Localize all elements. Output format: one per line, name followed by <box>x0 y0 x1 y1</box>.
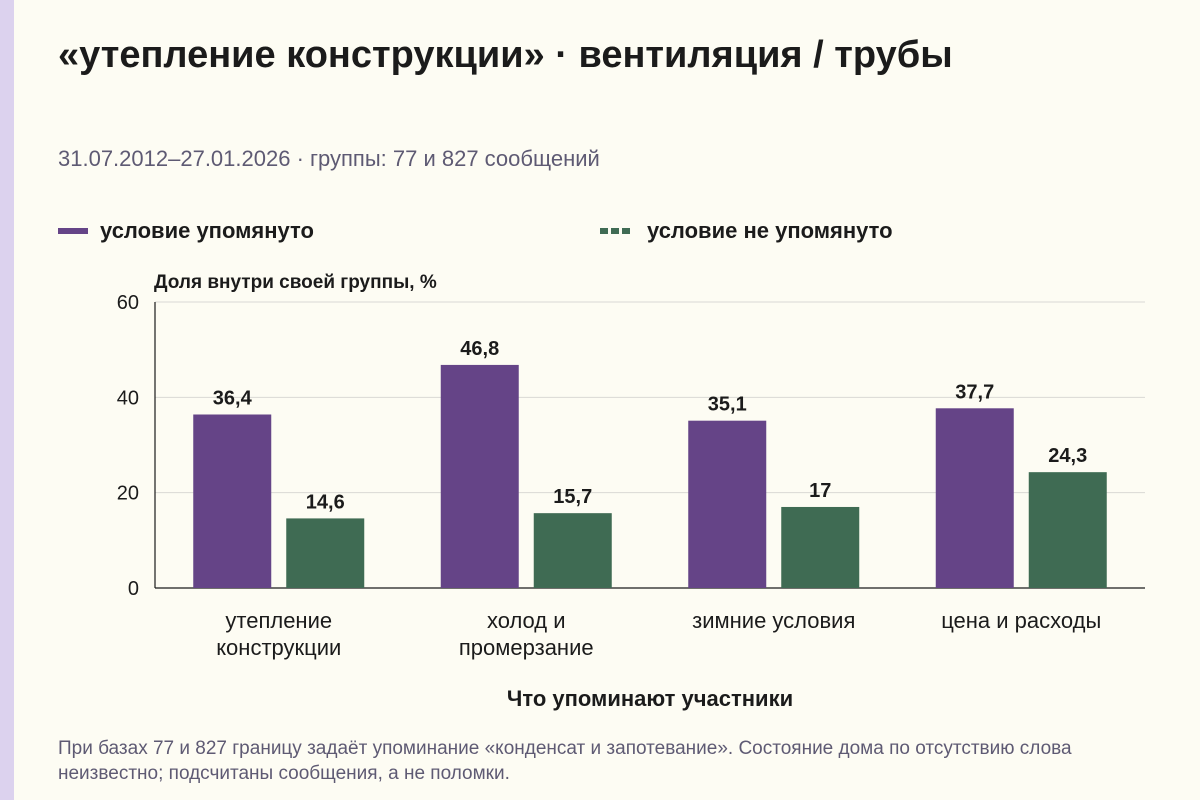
footnote: При базах 77 и 827 границу задаёт упомин… <box>58 738 1072 784</box>
legend-swatch-mentioned <box>58 228 88 234</box>
y-tick-label: 20 <box>117 483 139 505</box>
bar-not-mentioned <box>533 513 612 588</box>
legend-item-mentioned: условие упомянуто <box>58 218 314 244</box>
legend-swatch-not-mentioned <box>600 228 633 234</box>
chart-title: «утепление конструкции» · вентиляция / т… <box>58 34 953 76</box>
y-tick-label: 60 <box>117 292 139 314</box>
bar-not-mentioned <box>781 506 860 588</box>
data-label: 35,1 <box>708 394 747 416</box>
data-label: 24,3 <box>1048 445 1087 467</box>
x-tick-label: зимние условия <box>692 608 855 633</box>
x-tick-label: холод и <box>487 608 566 633</box>
y-tick-label: 0 <box>128 578 139 600</box>
x-axis-title: Что упоминают участники <box>506 686 794 711</box>
x-tick-label: утепление <box>225 608 332 633</box>
y-axis-title: Доля внутри своей группы, % <box>154 272 437 293</box>
x-tick-label: конструкции <box>216 635 341 660</box>
accent-stripe <box>0 0 14 800</box>
data-label: 15,7 <box>553 486 592 508</box>
bar-mentioned <box>440 364 519 588</box>
data-label: 37,7 <box>955 381 994 403</box>
y-tick-label: 40 <box>117 387 139 409</box>
data-label: 17 <box>809 480 831 502</box>
bar-mentioned <box>193 414 272 588</box>
data-label: 14,6 <box>306 491 345 513</box>
x-tick-label: цена и расходы <box>941 608 1101 633</box>
legend-label-not-mentioned: условие не упомянуто <box>647 218 893 243</box>
chart-subtitle: 31.07.2012–27.01.2026 · группы: 77 и 827… <box>58 146 600 171</box>
bar-not-mentioned <box>1028 472 1107 588</box>
data-label: 36,4 <box>213 387 253 409</box>
bar-not-mentioned <box>286 518 365 588</box>
x-tick-label: промерзание <box>459 635 594 660</box>
data-label: 46,8 <box>460 338 499 360</box>
legend-label-mentioned: условие упомянуто <box>100 218 314 243</box>
bar-mentioned <box>688 420 767 588</box>
legend-item-not-mentioned: условие не упомянуто <box>600 218 893 244</box>
bar-mentioned <box>935 408 1014 588</box>
